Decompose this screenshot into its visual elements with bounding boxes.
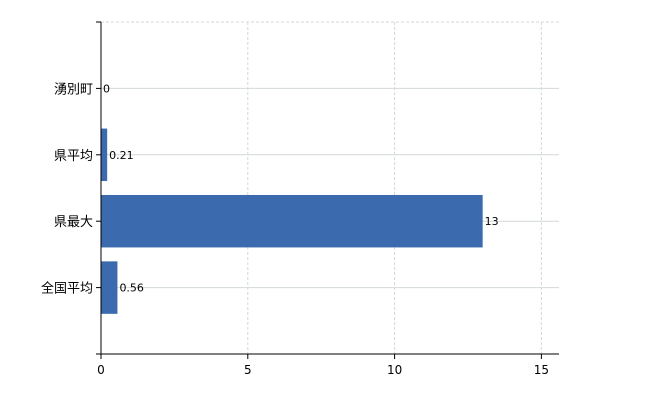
data-label: 13 — [485, 215, 499, 228]
x-tick-label: 15 — [534, 363, 549, 377]
axes — [96, 21, 559, 359]
x-tick-label: 5 — [244, 363, 252, 377]
bar — [101, 128, 108, 182]
data-label: 0.56 — [119, 282, 144, 295]
grid — [101, 21, 559, 354]
category-label: 湧別町 — [54, 81, 93, 97]
bar — [101, 194, 483, 248]
category-label: 県最大 — [54, 215, 93, 230]
bar — [101, 261, 118, 314]
bars — [101, 128, 483, 314]
data-label: 0 — [103, 82, 110, 95]
labels: 0 湧別町 0.21 県平均 13 県最大 0.56 全国平均 0 5 10 15 — [41, 81, 549, 377]
category-label: 全国平均 — [41, 281, 93, 297]
x-tick-label: 0 — [97, 363, 105, 377]
x-tick-label: 10 — [387, 363, 402, 377]
data-label: 0.21 — [109, 149, 133, 162]
category-label: 県平均 — [54, 149, 93, 164]
